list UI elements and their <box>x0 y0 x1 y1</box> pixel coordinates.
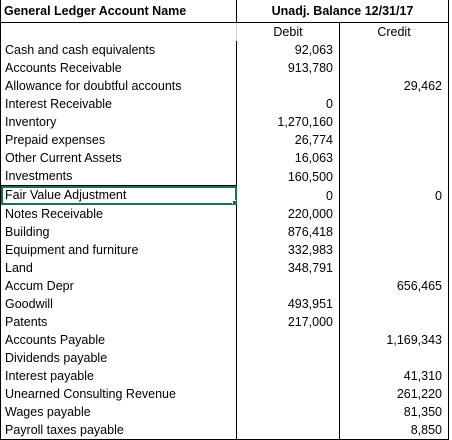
account-name-cell[interactable]: Investments <box>0 167 237 186</box>
debit-cell[interactable] <box>236 331 340 349</box>
balance-header[interactable]: Unadj. Balance 12/31/17 <box>236 0 449 23</box>
debit-cell[interactable] <box>236 77 340 95</box>
debit-cell[interactable]: 493,951 <box>236 295 340 313</box>
debit-cell[interactable]: 220,000 <box>236 204 340 223</box>
account-name-cell[interactable]: Unearned Consulting Revenue <box>0 385 237 403</box>
account-name-cell[interactable]: Prepaid expenses <box>0 131 237 149</box>
debit-cell[interactable] <box>236 403 340 421</box>
credit-cell[interactable] <box>339 41 449 59</box>
table-row: Wages payable 81,350 <box>0 403 449 421</box>
credit-cell[interactable] <box>339 59 449 77</box>
table-row: Building 876,418 <box>0 223 449 241</box>
account-name-cell[interactable]: Patents <box>0 313 237 331</box>
account-name-cell[interactable]: Interest Receivable <box>0 95 237 113</box>
debit-cell[interactable]: 348,791 <box>236 259 340 277</box>
account-name-cell[interactable]: Accounts Receivable <box>0 59 237 77</box>
credit-cell[interactable] <box>339 204 449 223</box>
debit-cell[interactable] <box>236 349 340 367</box>
account-name-cell[interactable]: Land <box>0 259 237 277</box>
debit-cell[interactable] <box>236 421 340 440</box>
table-row: Payroll taxes payable 8,850 <box>0 421 449 440</box>
debit-cell[interactable]: 217,000 <box>236 313 340 331</box>
table-row: Cash and cash equivalents 92,063 <box>0 41 449 59</box>
credit-cell[interactable]: 1,169,343 <box>339 331 449 349</box>
table-row: Interest Receivable 0 <box>0 95 449 113</box>
table-row: Dividends payable <box>0 349 449 367</box>
table-row: Notes Receivable 220,000 <box>0 204 449 223</box>
table-row: Investments 160,500 <box>0 167 449 186</box>
credit-cell[interactable]: 41,310 <box>339 367 449 385</box>
credit-cell[interactable]: 0 <box>339 185 449 205</box>
debit-cell[interactable]: 332,983 <box>236 241 340 259</box>
table-row: Fair Value Adjustment 0 0 <box>0 185 449 205</box>
header-row: General Ledger Account Name Unadj. Balan… <box>0 0 449 23</box>
table-row: Prepaid expenses 26,774 <box>0 131 449 149</box>
debit-cell[interactable]: 0 <box>236 185 340 205</box>
credit-cell[interactable] <box>339 223 449 241</box>
credit-cell[interactable]: 81,350 <box>339 403 449 421</box>
account-name-cell[interactable]: Accum Depr <box>0 277 237 295</box>
table-row: Land 348,791 <box>0 259 449 277</box>
table-row: Other Current Assets 16,063 <box>0 149 449 167</box>
credit-cell[interactable] <box>339 295 449 313</box>
credit-cell[interactable] <box>339 131 449 149</box>
account-name-cell[interactable]: Interest payable <box>0 367 237 385</box>
credit-cell[interactable] <box>339 113 449 131</box>
empty-subheader-cell[interactable] <box>0 22 237 41</box>
table-row: Equipment and furniture 332,983 <box>0 241 449 259</box>
table-row: Accounts Receivable 913,780 <box>0 59 449 77</box>
debit-cell[interactable] <box>236 277 340 295</box>
credit-cell[interactable]: 29,462 <box>339 77 449 95</box>
credit-cell[interactable] <box>339 149 449 167</box>
debit-header[interactable]: Debit <box>236 22 340 41</box>
debit-cell[interactable] <box>236 367 340 385</box>
credit-header[interactable]: Credit <box>339 22 449 41</box>
debit-cell[interactable]: 26,774 <box>236 131 340 149</box>
account-name-cell[interactable]: Dividends payable <box>0 349 237 367</box>
debit-cell[interactable]: 160,500 <box>236 167 340 186</box>
table-row: Unearned Consulting Revenue 261,220 <box>0 385 449 403</box>
credit-cell[interactable]: 261,220 <box>339 385 449 403</box>
table-row: Inventory 1,270,160 <box>0 113 449 131</box>
table-row: Accum Depr 656,465 <box>0 277 449 295</box>
table-row: Goodwill 493,951 <box>0 295 449 313</box>
credit-cell[interactable] <box>339 241 449 259</box>
account-name-cell[interactable]: Other Current Assets <box>0 149 237 167</box>
debit-cell[interactable]: 913,780 <box>236 59 340 77</box>
debit-cell[interactable]: 16,063 <box>236 149 340 167</box>
account-name-cell[interactable]: Building <box>0 223 237 241</box>
account-name-cell[interactable]: Wages payable <box>0 403 237 421</box>
credit-cell[interactable] <box>339 313 449 331</box>
table-row: Patents 217,000 <box>0 313 449 331</box>
debit-cell[interactable]: 92,063 <box>236 41 340 59</box>
table-row: Interest payable 41,310 <box>0 367 449 385</box>
account-name-cell[interactable]: Payroll taxes payable <box>0 421 237 440</box>
account-name-cell[interactable]: Equipment and furniture <box>0 241 237 259</box>
debit-cell[interactable]: 0 <box>236 95 340 113</box>
debit-cell[interactable]: 876,418 <box>236 223 340 241</box>
account-name-cell[interactable]: Cash and cash equivalents <box>0 41 237 59</box>
fill-handle[interactable] <box>232 200 237 204</box>
credit-cell[interactable] <box>339 259 449 277</box>
account-name-cell[interactable]: Notes Receivable <box>0 204 237 223</box>
credit-cell[interactable]: 656,465 <box>339 277 449 295</box>
credit-cell[interactable]: 8,850 <box>339 421 449 440</box>
debit-cell[interactable] <box>236 385 340 403</box>
credit-cell[interactable] <box>339 349 449 367</box>
table-row: Allowance for doubtful accounts 29,462 <box>0 77 449 95</box>
account-name-cell[interactable]: Inventory <box>0 113 237 131</box>
table-row: Accounts Payable 1,169,343 <box>0 331 449 349</box>
account-name-cell[interactable]: Goodwill <box>0 295 237 313</box>
account-name-cell[interactable]: Accounts Payable <box>0 331 237 349</box>
account-name-header[interactable]: General Ledger Account Name <box>0 0 237 23</box>
debit-cell[interactable]: 1,270,160 <box>236 113 340 131</box>
subheader-row: Debit Credit <box>0 22 449 41</box>
credit-cell[interactable] <box>339 167 449 186</box>
account-name-cell[interactable]: Fair Value Adjustment <box>0 185 237 205</box>
account-name-cell[interactable]: Allowance for doubtful accounts <box>0 77 237 95</box>
credit-cell[interactable] <box>339 95 449 113</box>
